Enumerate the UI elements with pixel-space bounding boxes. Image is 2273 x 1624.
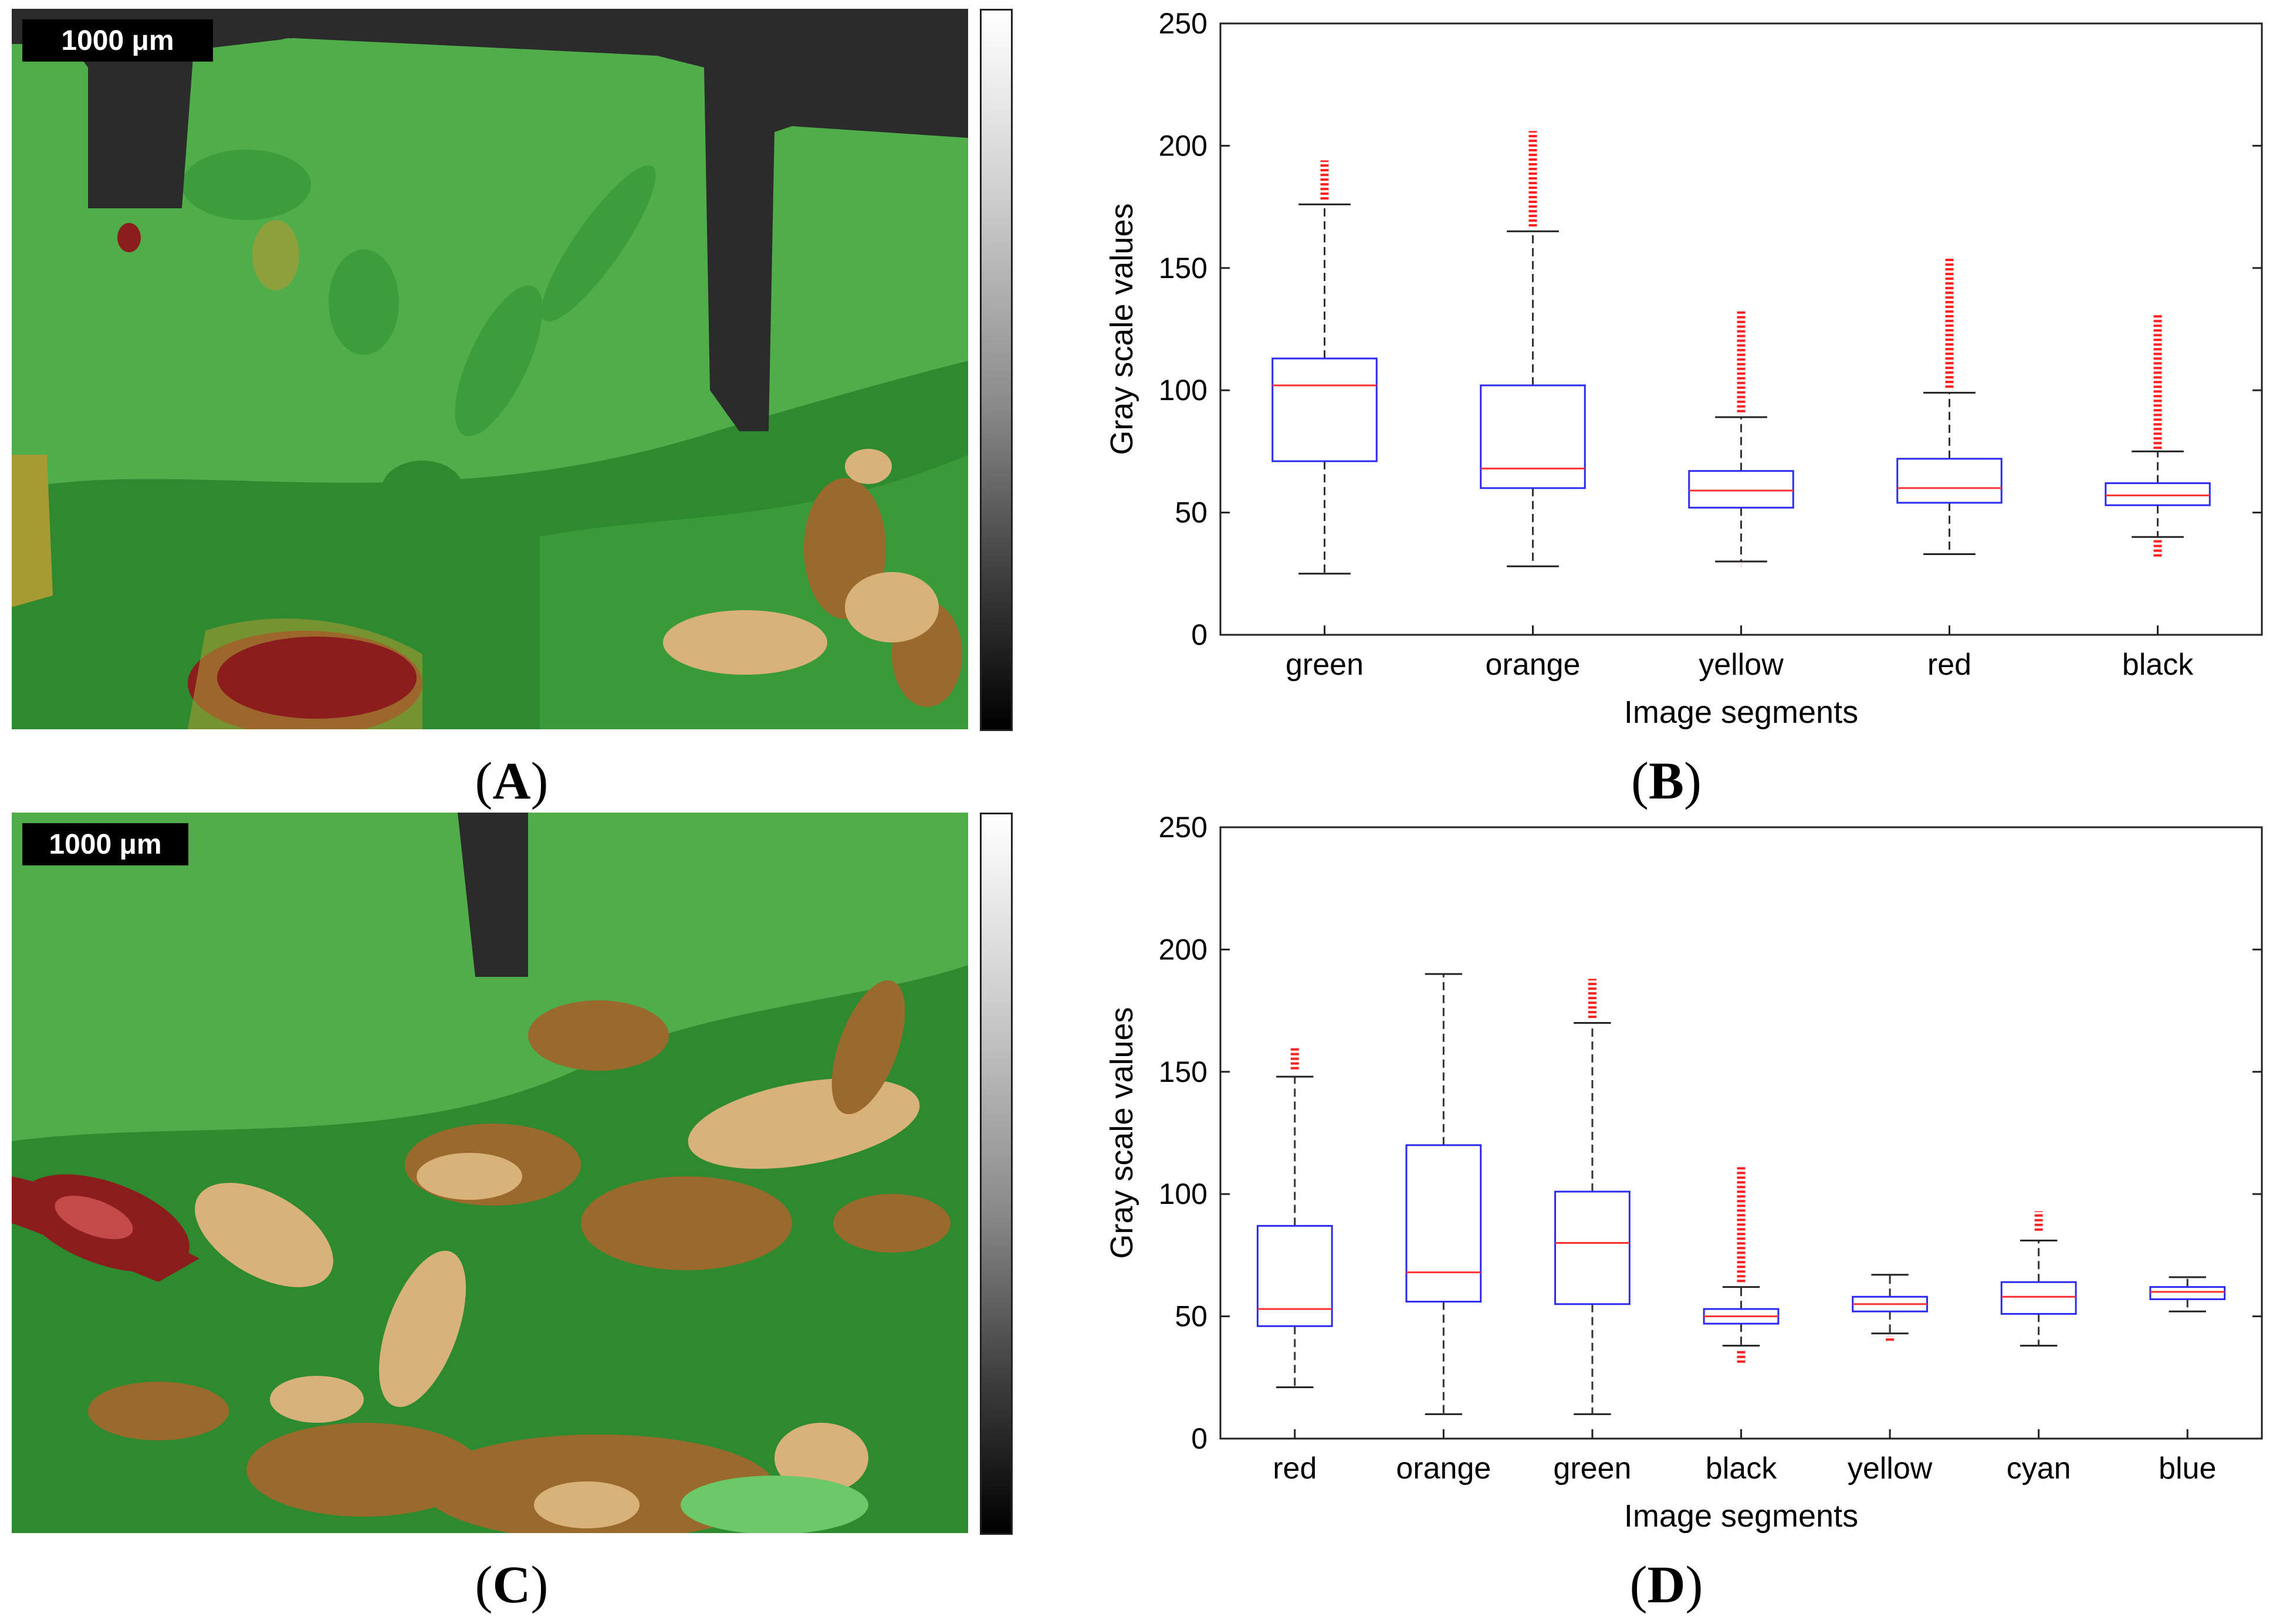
box-yellow (1688, 309, 1794, 563)
boxplot-chart-d: 0 50 100 150 200 250 red orange green black yellow… (1104, 811, 2263, 1534)
y-axis-label: Gray scale values (1104, 1007, 1139, 1258)
x-axis-label: Image segments (1624, 695, 1858, 730)
y-tick-label: 250 (1159, 811, 1207, 844)
boxplot-chart-b: 0 50 100 150 200 250 green orange yellow red black… (1104, 7, 2263, 730)
box-body (2105, 482, 2211, 506)
x-tick-label: orange (1396, 1452, 1491, 1486)
y-axis-label: Gray scale values (1104, 203, 1139, 455)
x-tick-label: cyan (2007, 1452, 2071, 1486)
plot-frame (1219, 22, 2263, 636)
box-orange (1480, 131, 1586, 567)
box-body (2000, 1281, 2077, 1315)
x-tick-label: black (2122, 648, 2194, 682)
box-black (1703, 1167, 1780, 1363)
y-tick-label: 150 (1159, 252, 1207, 285)
segmented-image-a-graphic (12, 9, 968, 729)
colorbar-c (980, 813, 1013, 1535)
caption-b-letter: B (1648, 752, 1685, 810)
caption-a-letter: A (492, 752, 531, 810)
scale-bar-a: 1000 μm (22, 19, 213, 62)
box-yellow (1852, 1274, 1928, 1341)
x-axis-label: Image segments (1624, 1498, 1858, 1534)
box-green (1271, 160, 1378, 575)
caption-b: (B) (1631, 752, 1702, 810)
y-tick-label: 200 (1159, 129, 1207, 162)
x-tick-label: black (1706, 1452, 1777, 1486)
y-tick-label: 100 (1159, 374, 1207, 407)
plot-frame (1219, 826, 2263, 1440)
x-tick-label: orange (1486, 648, 1581, 682)
x-tick-label: red (1273, 1452, 1317, 1486)
box-green (1554, 979, 1631, 1415)
y-tick-label: 0 (1191, 1422, 1207, 1455)
box-body (1480, 384, 1586, 489)
y-tick-label: 50 (1175, 496, 1207, 529)
x-tick-label: yellow (1848, 1452, 1933, 1486)
box-body (2149, 1286, 2226, 1300)
box-body (1271, 357, 1378, 462)
y-tick-label: 250 (1159, 7, 1207, 40)
scale-bar-c: 1000 μm (22, 823, 188, 865)
caption-c-letter: C (492, 1556, 531, 1614)
x-tick-label: green (1553, 1452, 1631, 1486)
x-tick-label: red (1927, 648, 1971, 682)
box-black (2105, 314, 2211, 557)
caption-d-letter: D (1647, 1556, 1686, 1614)
segmented-image-c (12, 813, 968, 1533)
box-body (1896, 458, 2003, 504)
box-orange (1405, 973, 1482, 1415)
colorbar-a (980, 9, 1013, 731)
y-tick-label: 150 (1159, 1055, 1207, 1088)
box-body (1554, 1190, 1631, 1305)
box-body (1688, 470, 1794, 509)
box-body (1256, 1224, 1333, 1327)
caption-a: (A) (475, 752, 549, 810)
caption-c: (C) (475, 1556, 549, 1614)
y-tick-label: 50 (1175, 1300, 1207, 1333)
y-tick-label: 200 (1159, 933, 1207, 966)
x-tick-label: green (1286, 648, 1364, 682)
box-blue (2149, 1276, 2226, 1312)
y-tick-label: 0 (1191, 618, 1207, 651)
box-red (1256, 1047, 1333, 1388)
segmented-image-a (12, 9, 968, 729)
box-red (1896, 258, 2003, 555)
box-cyan (2000, 1211, 2077, 1347)
x-tick-label: blue (2159, 1452, 2216, 1486)
segmented-image-c-graphic (12, 813, 968, 1533)
caption-d: (D) (1629, 1556, 1703, 1614)
box-body (1405, 1144, 1482, 1303)
y-tick-label: 100 (1159, 1178, 1207, 1210)
x-tick-label: yellow (1699, 648, 1784, 682)
